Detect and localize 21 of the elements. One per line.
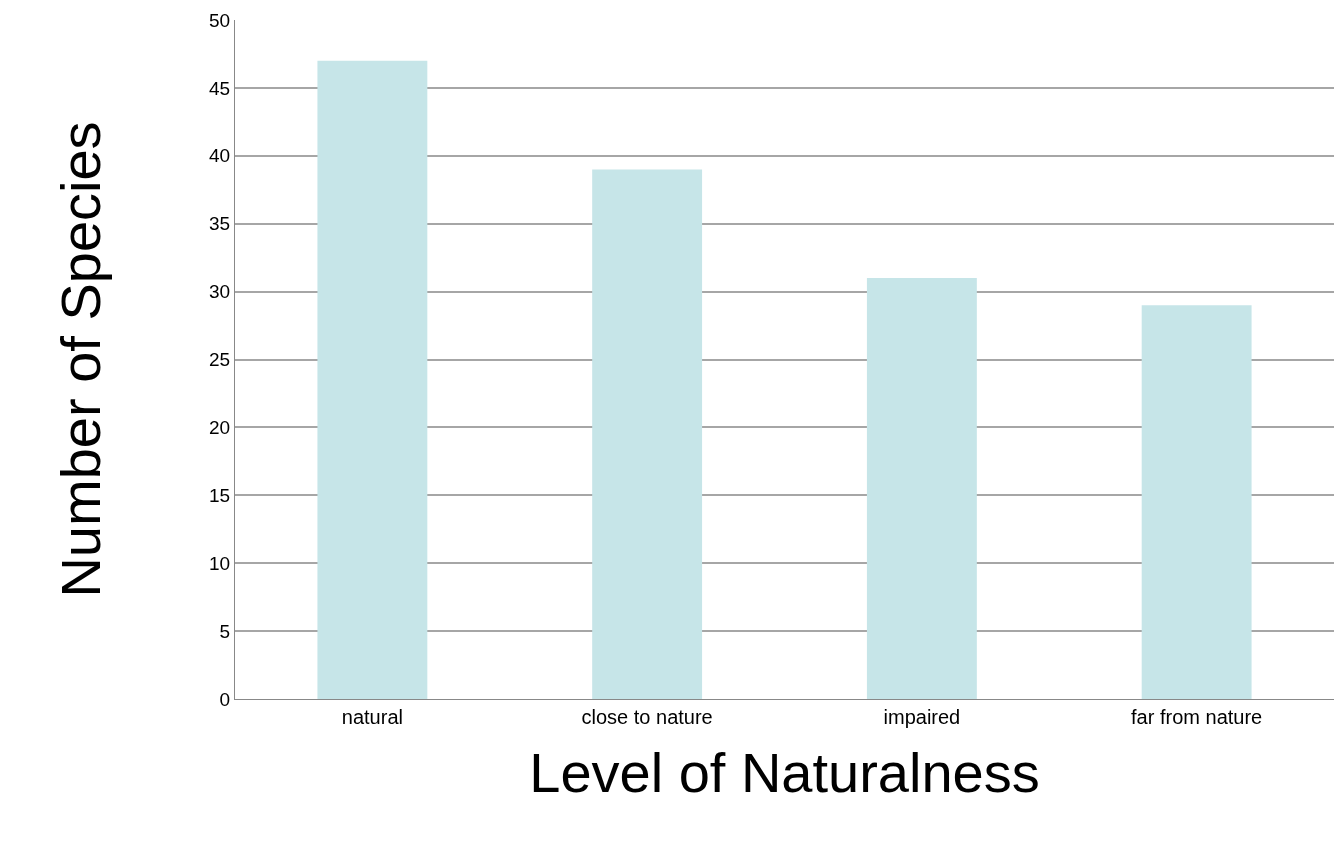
bar [317,60,428,699]
y-tick-label: 15 [209,484,231,506]
bar [592,169,703,699]
y-tick-label: 20 [209,417,231,439]
x-tick-label: far from nature [1131,706,1263,728]
y-tick-label: 0 [219,688,231,710]
y-tick-label: 45 [209,77,231,99]
x-axis-title: Level of Naturalness [529,740,1040,804]
y-tick-label: 5 [219,620,231,642]
y-tick-label: 40 [209,145,231,167]
y-tick-label: 30 [209,281,231,303]
x-tick-label: impaired [883,706,961,728]
x-tick-label: close to nature [581,706,713,728]
bar [866,278,977,699]
y-tick-label: 35 [209,213,231,235]
y-axis-title: Number of Species [48,121,112,598]
bar [1141,305,1252,699]
y-tick-label: 25 [209,349,231,371]
y-tick-label: 50 [209,9,231,31]
x-tick-label: natural [341,706,403,728]
y-tick-label: 10 [209,552,231,574]
